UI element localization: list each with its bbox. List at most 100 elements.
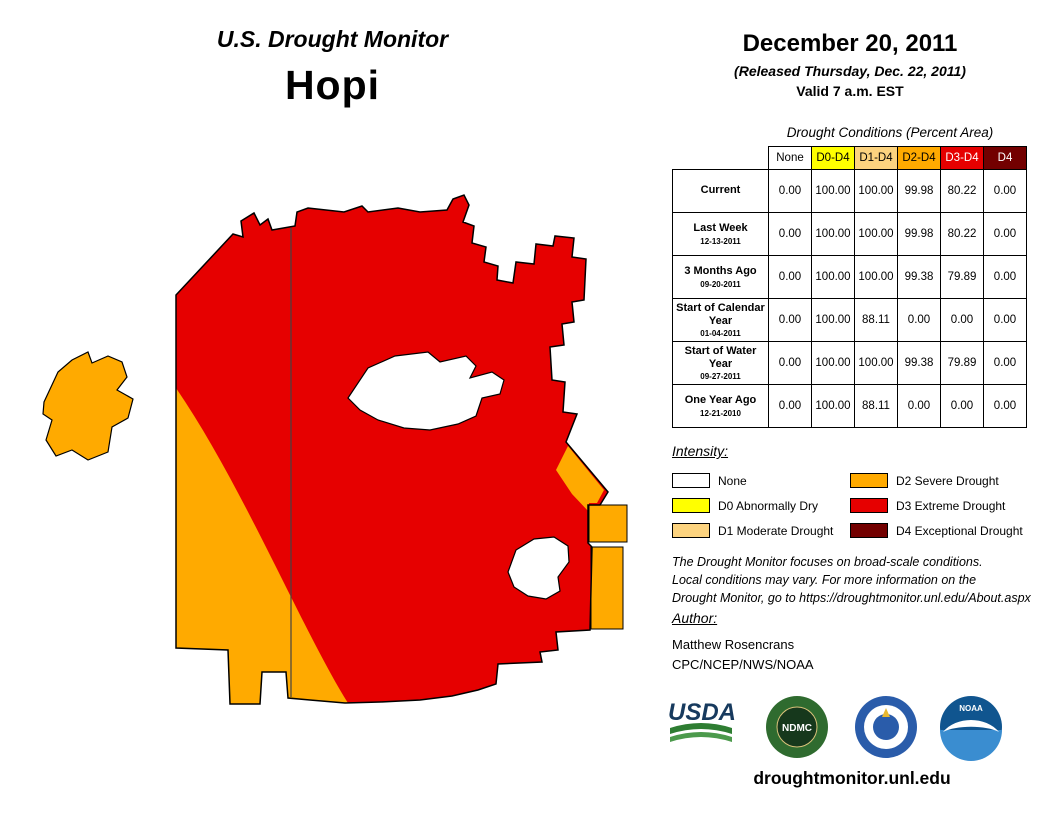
table-row: Start of Water Year 09-27-2011 0.00 100.00 1…: [672, 341, 1027, 385]
percent-value-cell: 100.00: [854, 169, 898, 213]
percent-value-cell: 0.00: [768, 212, 812, 256]
author-heading: Author:: [672, 610, 718, 626]
commerce-eagle-icon: [882, 708, 890, 717]
report-title: U.S. Drought Monitor: [216, 26, 449, 52]
disclaimer-line: Drought Monitor, go to https://droughtmo…: [672, 591, 1031, 606]
percent-value-cell: 0.00: [983, 169, 1027, 213]
location-title: Hopi: [284, 62, 381, 108]
footer-url: droughtmonitor.unl.edu: [753, 768, 951, 788]
drought-map: [42, 194, 628, 705]
percent-value-cell: 0.00: [768, 298, 812, 342]
noaa-logo: NOAA: [940, 696, 1002, 761]
percent-value-cell: 99.98: [897, 212, 941, 256]
table-caption: Drought Conditions (Percent Area): [786, 125, 994, 140]
row-header: 3 Months Ago 09-20-2011: [672, 255, 769, 299]
legend-label: D0 Abnormally Dry: [718, 498, 819, 513]
noaa-gull-icon: [943, 720, 999, 732]
legend-swatch: [672, 498, 710, 513]
map-outline: [175, 194, 609, 705]
percent-value-cell: 0.00: [940, 298, 984, 342]
row-header: One Year Ago 12-21-2010: [672, 384, 769, 428]
disclaimer: The Drought Monitor focuses on broad-sca…: [672, 553, 1031, 607]
legend-label: D2 Severe Drought: [896, 473, 999, 488]
map-region-d3-extreme: [176, 195, 608, 704]
legend-item: D0 Abnormally Dry: [672, 498, 850, 513]
column-header-d1-d4: D1-D4: [854, 146, 898, 170]
row-label: One Year Ago: [684, 394, 757, 407]
row-date: 12-21-2010: [700, 408, 741, 418]
legend-swatch: [672, 473, 710, 488]
percent-value-cell: 100.00: [811, 169, 855, 213]
usda-text: USDA: [668, 699, 736, 726]
row-header: Current: [672, 169, 769, 213]
percent-value-cell: 79.89: [940, 341, 984, 385]
released-date: (Released Thursday, Dec. 22, 2011): [734, 63, 966, 79]
percent-value-cell: 100.00: [811, 255, 855, 299]
disclaimer-line: Local conditions may vary. For more info…: [672, 573, 977, 588]
usda-swoosh-icon: [670, 723, 732, 734]
row-label: Current: [700, 184, 741, 197]
map-region-d2-southeast-strip: [556, 446, 604, 512]
legend-label: D3 Extreme Drought: [896, 498, 1006, 513]
percent-value-cell: 0.00: [983, 255, 1027, 299]
title-block: U.S. Drought Monitor Hopi: [60, 26, 605, 109]
legend-item: None: [672, 473, 850, 488]
disclaimer-line: The Drought Monitor focuses on broad-sca…: [672, 555, 983, 569]
usda-swoosh2-icon: [670, 732, 732, 742]
percent-value-cell: 79.89: [940, 255, 984, 299]
noaa-text: NOAA: [959, 704, 983, 713]
author-name: Matthew Rosencrans: [672, 637, 795, 652]
conditions-table-head-row: None D0-D4 D1-D4 D2-D4 D3-D4 D4: [672, 146, 1027, 170]
percent-value-cell: 0.00: [940, 384, 984, 428]
legend-title: Intensity:: [672, 443, 729, 459]
valid-time: Valid 7 a.m. EST: [796, 83, 904, 99]
percent-value-cell: 88.11: [854, 384, 898, 428]
legend-swatch: [850, 473, 888, 488]
column-header-d2-d4: D2-D4: [897, 146, 941, 170]
author-block: Author: Matthew Rosencrans CPC/NCEP/NWS/…: [672, 610, 814, 672]
author-org: CPC/NCEP/NWS/NOAA: [672, 657, 814, 672]
conditions-table-body: Current 0.00 100.00 100.00 99.98 80.22 0.00 Las…: [672, 169, 1027, 428]
legend-item: D4 Exceptional Drought: [850, 523, 1044, 538]
percent-value-cell: 88.11: [854, 298, 898, 342]
percent-value-cell: 99.98: [897, 169, 941, 213]
row-date: 01-04-2011: [700, 329, 741, 339]
percent-value-cell: 80.22: [940, 169, 984, 213]
percent-value-cell: 100.00: [854, 212, 898, 256]
legend-swatch: [850, 498, 888, 513]
column-header-d3-d4: D3-D4: [940, 146, 984, 170]
table-row: Current 0.00 100.00 100.00 99.98 80.22 0.00: [672, 169, 1027, 213]
legend-label: D1 Moderate Drought: [718, 523, 834, 538]
row-date: 12-13-2011: [700, 236, 741, 246]
column-header-d4: D4: [983, 146, 1027, 170]
legend-label: None: [718, 473, 747, 488]
legend-item: D1 Moderate Drought: [672, 523, 850, 538]
map-hole-none-upper: [347, 351, 505, 431]
percent-value-cell: 0.00: [768, 169, 812, 213]
percent-value-cell: 100.00: [854, 341, 898, 385]
row-label: 3 Months Ago: [684, 265, 757, 278]
legend-swatch: [672, 523, 710, 538]
percent-value-cell: 100.00: [854, 255, 898, 299]
legend-swatch: [850, 523, 888, 538]
percent-value-cell: 0.00: [768, 384, 812, 428]
percent-value-cell: 0.00: [768, 255, 812, 299]
legend-grid: None D0 Abnormally Dry D1 Moderate Drought…: [672, 468, 1044, 543]
agency-logos: USDA NDMC NOAA: [668, 696, 1002, 761]
legend-label: D4 Exceptional Drought: [896, 523, 1023, 538]
map-region-d2-west-parcel: [42, 351, 134, 461]
table-row: 3 Months Ago 09-20-2011 0.00 100.00 100.00 99…: [672, 255, 1027, 299]
row-header: Last Week 12-13-2011: [672, 212, 769, 256]
date-block: December 20, 2011 (Released Thursday, De…: [668, 30, 1032, 99]
usda-logo: USDA: [668, 699, 736, 742]
percent-value-cell: 100.00: [811, 298, 855, 342]
percent-value-cell: 0.00: [897, 298, 941, 342]
percent-value-cell: 0.00: [983, 384, 1027, 428]
legend-item: D2 Severe Drought: [850, 473, 1044, 488]
ndmc-logo: NDMC: [766, 696, 828, 758]
percent-value-cell: 0.00: [983, 298, 1027, 342]
report-date: December 20, 2011: [742, 30, 958, 57]
percent-value-cell: 0.00: [768, 341, 812, 385]
column-header-none: None: [768, 146, 812, 170]
column-header-d0-d4: D0-D4: [811, 146, 855, 170]
